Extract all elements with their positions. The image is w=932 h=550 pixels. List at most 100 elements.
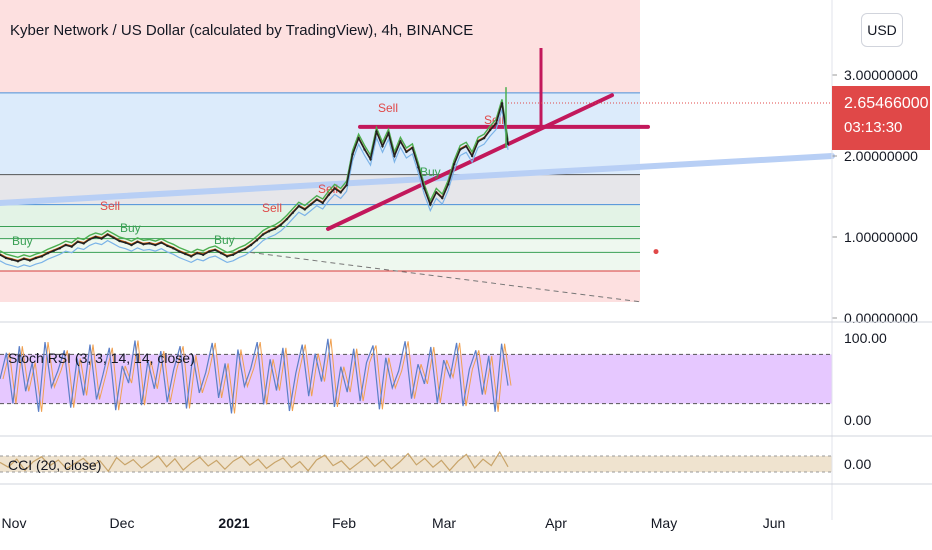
price-point [82,242,85,245]
signal-label: Sell [262,201,282,215]
price-point [225,255,229,258]
price-point [447,183,450,186]
price-point [363,148,366,151]
price-point [160,241,163,244]
price-point [231,253,235,257]
price-point [458,148,462,151]
price-point [285,217,289,221]
price-point [148,242,151,245]
signal-label: Sell [378,101,398,115]
last-price-tag: 2.65466000 03:13:30 [832,86,930,150]
price-line [0,103,509,263]
stoch-axis-label: 100.00 [844,330,887,346]
cci-label: CCI (20, close) [8,457,102,473]
signal-label: Buy [12,234,33,248]
price-point [423,187,426,190]
time-axis-label: May [651,515,677,531]
price-point [124,241,127,244]
price-point [482,136,486,140]
price-point [16,260,20,263]
price-point [249,243,253,247]
price-point [136,240,139,244]
price-point [470,154,474,158]
price-point [184,252,187,256]
price-point [22,257,26,261]
price-point [100,237,103,240]
price-axis-tick-label: 0.00000000 [844,310,918,326]
price-point [476,140,480,143]
price-point [52,249,55,252]
price-point [345,183,348,187]
signal-label: Buy [120,221,141,235]
price-point [70,245,73,248]
price-point [46,252,50,255]
ascending-trendline [326,93,614,231]
ema-line [0,99,509,259]
price-point [488,128,492,132]
price-point [417,166,420,169]
price-point [88,238,91,241]
price-point [405,150,408,154]
green-zone [0,204,640,239]
price-point [219,252,223,255]
cci-axis-label: 0.00 [844,456,871,472]
stoch-k-line [0,338,509,414]
light-green-zone [0,238,640,272]
stoch-axis-label: 0.00 [844,412,871,428]
price-point [453,162,456,166]
price-point [321,201,324,205]
price-point [327,193,330,197]
price-point [207,250,211,253]
signal-label: Buy [420,165,441,179]
price-point [94,235,97,239]
price-point [261,233,265,236]
price-point [28,259,32,262]
price-point [333,187,336,190]
last-price-value: 2.65466000 [844,95,929,112]
price-point [0,253,2,257]
price-point [297,205,301,208]
price-point [243,247,247,251]
signal-label: Buy [214,233,235,247]
price-point [291,211,295,214]
price-point [118,239,121,243]
time-axis-label: 2021 [218,515,249,531]
price-point [106,233,109,236]
price-point [441,196,444,200]
chart-title: Kyber Network / US Dollar (calculated by… [10,22,474,39]
price-point [178,250,181,253]
price-point [435,191,438,194]
price-point [339,191,342,194]
marker-dot [653,249,659,255]
time-axis-label: Mar [432,515,456,531]
price-point [4,256,8,260]
price-axis-tick-label: 2.00000000 [844,148,918,164]
price-point [500,102,504,105]
time-axis-label: Jun [763,515,786,531]
stoch-rsi-label: Stoch RSI (3, 3, 14, 14, close) [8,350,195,366]
time-axis-label: Apr [545,515,567,531]
price-point [196,252,199,255]
price-point [279,223,283,227]
blue-zone [0,92,640,175]
stoch-d-line [2,338,512,414]
time-axis-label: Nov [2,515,27,531]
price-point [76,240,79,244]
blue-trendline [0,153,835,206]
price-point [429,203,432,206]
price-point [393,154,396,158]
price-point [130,243,133,247]
price-point [315,198,318,201]
price-point [142,243,145,246]
currency-button[interactable]: USD [861,13,903,47]
price-point [10,258,14,261]
bar-countdown: 03:13:30 [844,119,903,136]
price-point [309,203,312,206]
price-point [399,140,402,143]
price-axis-tick-label: 1.00000000 [844,229,918,245]
price-point [375,130,378,133]
price-point [369,158,372,161]
price-point [387,132,390,135]
price-point [411,146,414,150]
